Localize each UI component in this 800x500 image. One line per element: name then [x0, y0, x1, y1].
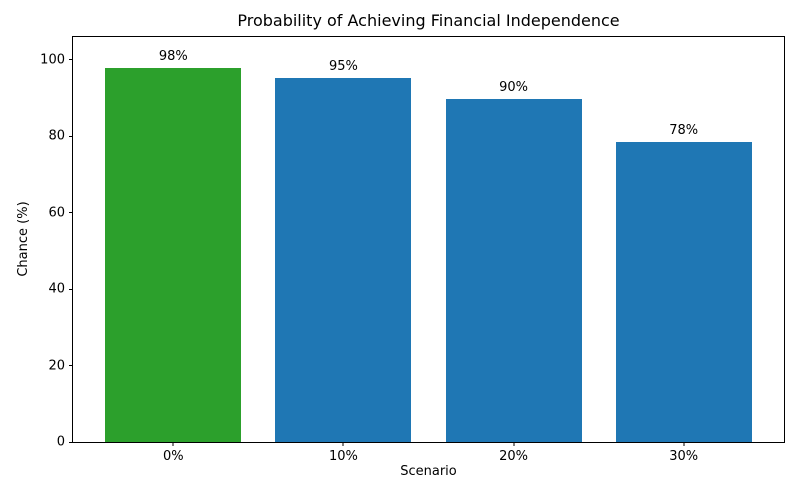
y-tick-label: 40: [48, 281, 65, 297]
y-tick-mark: [69, 441, 73, 443]
y-tick-mark: [69, 135, 73, 137]
y-tick-label: 60: [48, 205, 65, 221]
x-tick-label: 10%: [328, 449, 358, 464]
x-tick-label: 30%: [669, 449, 699, 464]
bar-scenario-20%: [445, 99, 582, 442]
x-axis-label: Scenario: [400, 464, 457, 479]
bar-value-label: 78%: [669, 123, 699, 139]
chart-title: Probability of Achieving Financial Indep…: [237, 11, 620, 30]
x-tick-label: 0%: [163, 449, 184, 464]
x-tick-mark: [683, 442, 685, 446]
bar-scenario-30%: [615, 142, 752, 442]
x-tick-mark: [513, 442, 515, 446]
y-tick-label: 20: [48, 358, 65, 374]
x-tick-mark: [342, 442, 344, 446]
y-tick-mark: [69, 365, 73, 367]
plot-area: 0 20 40 60 80 100 98% 0% 95% 10% 90% 20% 78% 30%: [40, 36, 785, 464]
bar-value-label: 98%: [158, 48, 188, 64]
y-tick-mark: [69, 59, 73, 61]
x-tick-mark: [172, 442, 174, 446]
y-tick-label: 80: [48, 128, 65, 144]
bar-value-label: 90%: [499, 80, 528, 96]
y-tick-label: 0: [56, 434, 65, 450]
y-tick-label: 100: [40, 52, 65, 68]
x-tick-label: 20%: [499, 449, 528, 464]
y-tick-mark: [69, 288, 73, 290]
bar-value-label: 95%: [328, 58, 358, 74]
bar-scenario-10%: [275, 77, 412, 442]
y-axis-label: Chance (%): [16, 201, 31, 277]
y-tick-mark: [69, 212, 73, 214]
bar-scenario-0%: [105, 67, 242, 442]
